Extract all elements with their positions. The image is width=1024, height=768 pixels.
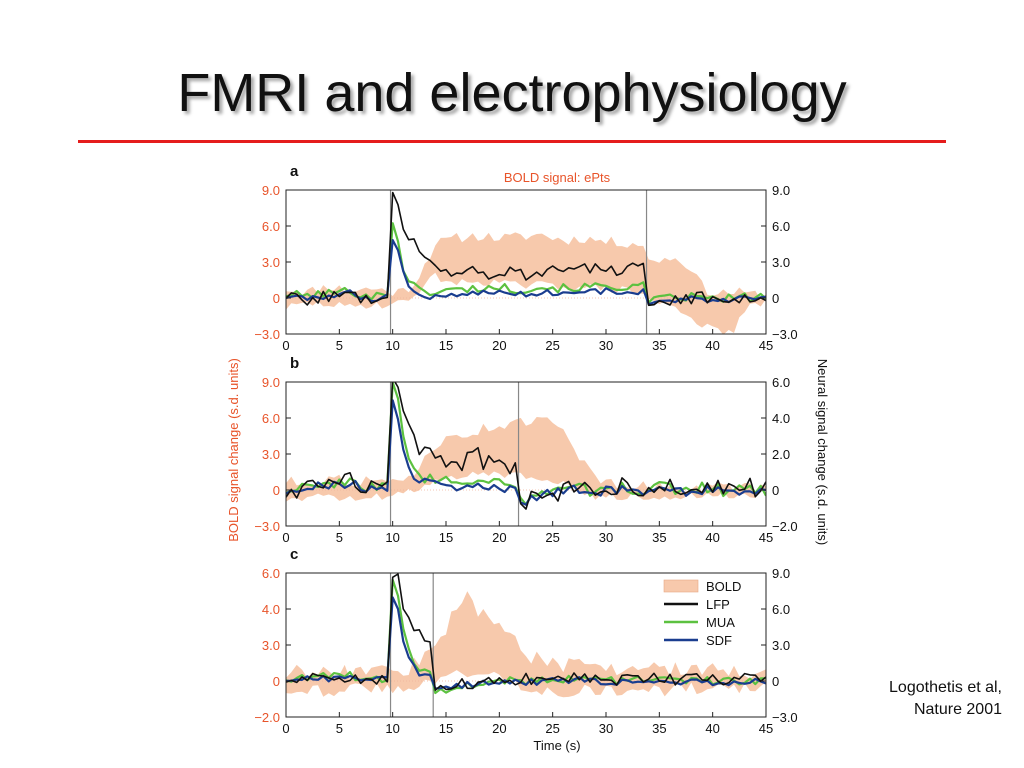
panel-c-x-tick-label: 20 (492, 721, 506, 736)
panel-a-x-tick-label: 10 (385, 338, 399, 353)
panel-a-right-tick-label: −3.0 (772, 327, 798, 342)
panel-c-right-tick-label: −3.0 (772, 710, 798, 725)
panel-c-left-tick-label: −2.0 (254, 710, 280, 725)
panel-c-lfp-trace (286, 573, 766, 691)
panel-b-lfp-trace (286, 382, 766, 510)
panel-b-x-tick-label: 35 (652, 530, 666, 545)
panel-c-x-tick-label: 15 (439, 721, 453, 736)
panel-c-x-tick-label: 5 (336, 721, 343, 736)
y-axis-label-right: Neural signal change (s.d. units) (815, 359, 830, 545)
panel-c-left-tick-label: 3.0 (262, 638, 280, 653)
panel-b-x-tick-label: 45 (759, 530, 773, 545)
panel-b-right-tick-label: −2.0 (772, 519, 798, 534)
panel-a-lfp-trace (286, 191, 766, 307)
panel-a-right-tick-label: 9.0 (772, 183, 790, 198)
panel-a-x-tick-label: 40 (705, 338, 719, 353)
panel-a-x-tick-label: 0 (282, 338, 289, 353)
panel-a-right-tick-label: 6.0 (772, 219, 790, 234)
panel-c-right-tick-label: 3.0 (772, 638, 790, 653)
panel-b-left-tick-label: 6.0 (262, 411, 280, 426)
slide-title: FMRI and electrophysiology (177, 63, 847, 123)
panel-c-x-tick-label: 35 (652, 721, 666, 736)
panel-c-x-tick-label: 25 (545, 721, 559, 736)
panel-a-left-tick-label: 6.0 (262, 219, 280, 234)
panel-a-right-tick-label: 0 (772, 291, 779, 306)
panel-a-x-tick-label: 20 (492, 338, 506, 353)
panel-b-x-tick-label: 15 (439, 530, 453, 545)
panel-c-right-tick-label: 0 (772, 674, 779, 689)
panel-a-bold-area (286, 232, 766, 334)
panel-c-left-tick-label: 0 (273, 674, 280, 689)
panel-c-left-tick-label: 4.0 (262, 602, 280, 617)
panel-b-x-tick-label: 30 (599, 530, 613, 545)
panel-b-x-tick-label: 25 (545, 530, 559, 545)
panel-b-right-tick-label: 6.0 (772, 375, 790, 390)
citation: Logothetis et al, Nature 2001 (782, 677, 1002, 721)
panel-c-bold-area (286, 591, 766, 698)
panel-b-x-tick-label: 10 (385, 530, 399, 545)
panel-a-left-tick-label: 9.0 (262, 183, 280, 198)
panel-b-left-tick-label: 9.0 (262, 375, 280, 390)
citation-line-1: Logothetis et al, (889, 679, 1002, 696)
panel-a-x-tick-label: 45 (759, 338, 773, 353)
panel-b-right-tick-label: 0 (772, 483, 779, 498)
panel-a-right-tick-label: 3.0 (772, 255, 790, 270)
panel-a-left-tick-label: −3.0 (254, 327, 280, 342)
panel-c-right-tick-label: 9.0 (772, 566, 790, 581)
panel-a-left-tick-label: 0 (273, 291, 280, 306)
panel-a-left-tick-label: 3.0 (262, 255, 280, 270)
panel-a-label: a (290, 163, 299, 180)
y-axis-label-left: BOLD signal change (s.d. units) (226, 358, 241, 542)
panel-a-x-tick-label: 5 (336, 338, 343, 353)
panel-b-x-tick-label: 5 (336, 530, 343, 545)
panel-a-title: BOLD signal: ePts (504, 170, 611, 185)
panel-c-x-tick-label: 30 (599, 721, 613, 736)
panel-b-left-tick-label: 3.0 (262, 447, 280, 462)
panel-b-left-tick-label: −3.0 (254, 519, 280, 534)
panel-c-x-tick-label: 10 (385, 721, 399, 736)
panel-a-x-tick-label: 25 (545, 338, 559, 353)
panel-c-x-tick-label: 45 (759, 721, 773, 736)
panel-b-x-tick-label: 0 (282, 530, 289, 545)
panel-c-label: c (290, 546, 298, 563)
panel-b-right-tick-label: 4.0 (772, 411, 790, 426)
panel-a-x-tick-label: 35 (652, 338, 666, 353)
panel-a-x-tick-label: 30 (599, 338, 613, 353)
title-rule (78, 140, 946, 143)
panel-b-left-tick-label: 0 (273, 483, 280, 498)
panel-c-frame (285, 572, 767, 718)
legend-label-bold: BOLD (706, 579, 741, 594)
panel-c-x-tick-label: 40 (705, 721, 719, 736)
panel-a-x-tick-label: 15 (439, 338, 453, 353)
panel-b-right-tick-label: 2.0 (772, 447, 790, 462)
panel-c-left-tick-label: 6.0 (262, 566, 280, 581)
legend-label-mua: MUA (706, 615, 735, 630)
panel-b-x-tick-label: 20 (492, 530, 506, 545)
panel-c-x-tick-label: 0 (282, 721, 289, 736)
panel-c-right-tick-label: 6.0 (772, 602, 790, 617)
panel-b-bold-area (286, 417, 766, 502)
legend-label-sdf: SDF (706, 633, 732, 648)
panel-b-x-tick-label: 40 (705, 530, 719, 545)
legend-label-lfp: LFP (706, 597, 730, 612)
legend-swatch-bold (663, 579, 699, 593)
panel-b-label: b (290, 355, 299, 372)
citation-line-2: Nature 2001 (913, 701, 1002, 718)
x-axis-label: Time (s) (533, 738, 580, 753)
